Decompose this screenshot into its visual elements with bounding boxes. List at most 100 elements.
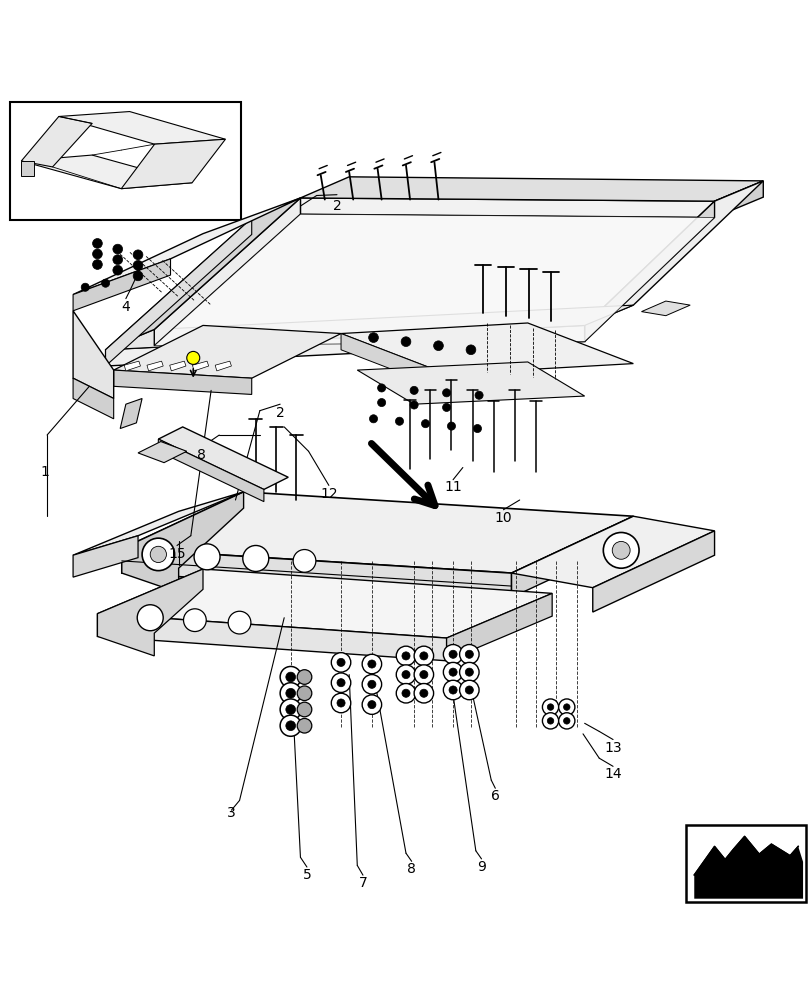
Circle shape [563,704,569,710]
Circle shape [443,645,462,664]
Circle shape [297,718,311,733]
Circle shape [187,351,200,364]
Polygon shape [97,569,551,638]
Circle shape [442,403,450,411]
Text: 15: 15 [168,547,186,561]
Circle shape [331,653,350,672]
Circle shape [194,544,220,570]
Circle shape [419,652,427,660]
Polygon shape [446,593,551,661]
Polygon shape [138,442,187,463]
Circle shape [401,652,410,660]
Circle shape [465,650,473,658]
Polygon shape [105,218,251,366]
Polygon shape [105,198,300,350]
Text: 9: 9 [477,860,485,874]
Text: 13: 13 [603,741,621,755]
Circle shape [414,684,433,703]
Circle shape [92,260,102,269]
Circle shape [377,399,385,407]
Polygon shape [592,531,714,612]
Circle shape [242,545,268,571]
Polygon shape [114,325,341,378]
Circle shape [81,283,89,291]
Text: 14: 14 [603,767,621,781]
Circle shape [297,670,311,684]
Circle shape [465,686,473,694]
Circle shape [547,718,553,724]
Polygon shape [73,378,114,419]
Circle shape [465,668,473,676]
Circle shape [293,550,315,572]
Circle shape [92,239,102,248]
Polygon shape [21,155,192,189]
Circle shape [542,713,558,729]
Polygon shape [97,614,446,661]
Polygon shape [105,325,584,366]
Polygon shape [120,398,142,429]
Circle shape [396,665,415,684]
Polygon shape [693,836,802,899]
Circle shape [113,265,122,275]
Polygon shape [341,323,633,374]
Circle shape [421,420,429,428]
Circle shape [133,260,143,270]
Circle shape [448,668,457,676]
Polygon shape [73,311,114,398]
Circle shape [113,255,122,265]
Circle shape [137,605,163,631]
Circle shape [183,609,206,632]
Circle shape [150,546,166,563]
Circle shape [401,337,410,347]
Text: 8: 8 [407,862,415,876]
Circle shape [228,611,251,634]
Text: 2: 2 [333,199,341,213]
Polygon shape [158,427,288,489]
Circle shape [133,250,143,260]
Circle shape [362,695,381,714]
Polygon shape [73,259,170,311]
Circle shape [466,345,475,355]
Text: 7: 7 [358,876,367,890]
Circle shape [443,680,462,700]
Text: 10: 10 [494,511,512,525]
Polygon shape [73,492,243,555]
Circle shape [433,341,443,351]
Polygon shape [357,362,584,404]
Polygon shape [300,198,714,217]
Polygon shape [154,214,714,346]
Polygon shape [584,181,762,325]
Polygon shape [154,198,300,346]
Circle shape [396,646,415,666]
Polygon shape [641,301,689,316]
Circle shape [331,673,350,692]
Polygon shape [122,492,633,573]
Polygon shape [73,198,300,295]
Polygon shape [114,370,251,394]
Circle shape [142,538,174,571]
Circle shape [419,671,427,679]
Polygon shape [122,492,243,593]
Circle shape [101,279,109,287]
Circle shape [558,713,574,729]
Text: 2: 2 [276,406,284,420]
Text: 8: 8 [197,448,205,462]
Circle shape [396,684,415,703]
Polygon shape [584,201,714,342]
Polygon shape [192,361,208,371]
Circle shape [547,704,553,710]
Bar [10,102,241,220]
Polygon shape [21,161,34,176]
Circle shape [419,689,427,697]
Circle shape [297,686,311,701]
Text: 11: 11 [444,480,461,494]
Circle shape [414,646,433,666]
Circle shape [367,701,375,709]
Circle shape [414,665,433,684]
Circle shape [92,249,102,259]
Circle shape [447,422,455,430]
Circle shape [280,699,301,720]
Circle shape [285,672,295,682]
Circle shape [368,333,378,342]
Circle shape [459,680,478,700]
